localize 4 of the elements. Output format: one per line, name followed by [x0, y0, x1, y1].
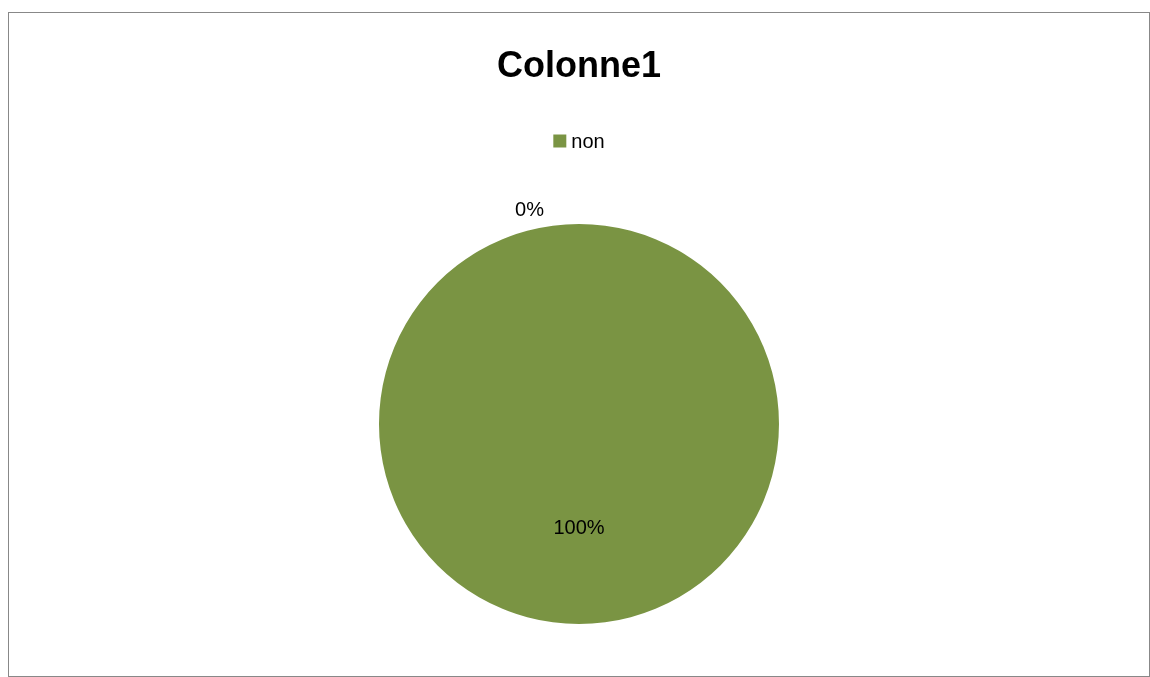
chart-title: Colonne1	[496, 43, 662, 85]
data-label: 100%	[553, 516, 605, 538]
text: 0%	[515, 198, 544, 220]
legend-label: non	[571, 130, 605, 152]
